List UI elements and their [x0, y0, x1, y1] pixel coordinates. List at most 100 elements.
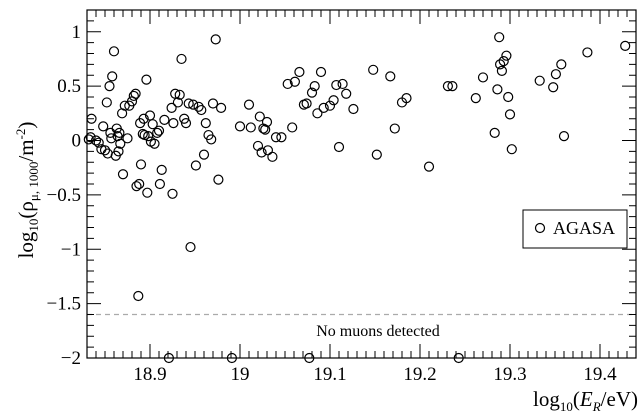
data-point	[193, 101, 204, 112]
data-point	[198, 149, 210, 160]
data-point	[117, 169, 129, 180]
data-point	[470, 92, 481, 104]
data-point	[106, 133, 117, 144]
data-point	[306, 87, 318, 98]
data-point	[143, 131, 154, 142]
data-point	[206, 134, 217, 145]
x-title-open: (	[573, 387, 580, 411]
data-point	[309, 81, 320, 92]
data-point	[174, 89, 185, 100]
data-point	[501, 50, 512, 61]
axes: 18.9 19 19.1 19.2 19.3 19.4 −2 −1.5 −1 −0.5 0 0.5 1	[47, 9, 637, 385]
y-tick-label: 1	[72, 22, 82, 43]
data-point	[328, 95, 339, 106]
x-tick-label: 19	[231, 364, 250, 385]
data-point	[260, 124, 271, 135]
data-point	[108, 46, 120, 57]
data-point	[447, 81, 458, 92]
data-point	[168, 117, 179, 129]
data-point	[556, 59, 567, 70]
x-tick-label: 19.3	[493, 364, 526, 385]
data-point	[180, 117, 192, 129]
x-axis-title: log10(ER/eV)	[533, 387, 638, 414]
data-point	[368, 64, 379, 75]
data-point	[131, 181, 142, 192]
data-point	[153, 125, 165, 136]
data-point	[188, 99, 199, 110]
data-point	[200, 117, 211, 129]
data-point	[333, 141, 345, 153]
data-point	[315, 66, 327, 78]
data-point	[245, 122, 256, 133]
data-point	[506, 144, 517, 155]
y-title-sup: -2	[13, 129, 28, 140]
data-point	[85, 132, 96, 143]
data-point	[442, 81, 453, 92]
data-point	[122, 133, 133, 144]
data-point	[163, 352, 174, 364]
data-point	[261, 116, 273, 128]
y-tick-label: −1	[61, 239, 81, 260]
data-point	[256, 147, 267, 158]
data-point	[185, 241, 196, 253]
y-tick-label: −0.5	[47, 185, 81, 206]
data-point	[492, 84, 503, 95]
data-point	[453, 352, 464, 364]
data-point	[138, 113, 149, 124]
y-axis-title: log10(ρμ, 1000/m-2)	[13, 122, 41, 259]
legend: AGASA	[522, 209, 628, 249]
data-point	[135, 159, 147, 170]
data-point	[213, 174, 224, 185]
data-point	[267, 151, 278, 162]
data-point	[489, 127, 500, 138]
plot-frame	[86, 9, 637, 359]
data-point	[130, 88, 141, 99]
data-point	[86, 113, 97, 124]
y-title-close: )	[14, 122, 38, 129]
data-point	[134, 178, 145, 190]
x-title-prefix: log	[533, 387, 560, 411]
data-point	[107, 71, 118, 82]
data-point	[113, 146, 124, 157]
data-point	[166, 102, 177, 113]
data-point	[282, 78, 293, 90]
y-title-mid: /m	[14, 139, 38, 161]
data-point	[159, 114, 170, 125]
x-title-var: E	[579, 387, 593, 411]
data-point	[289, 76, 300, 87]
data-point	[128, 90, 139, 102]
x-title-var-sub: R	[592, 399, 601, 414]
x-title-sub: 10	[560, 399, 573, 414]
x-title-rest: /eV)	[601, 387, 638, 411]
data-point	[385, 71, 396, 82]
data-point	[207, 98, 219, 109]
data-point	[115, 138, 126, 149]
data-point	[582, 47, 593, 58]
data-point	[172, 97, 183, 108]
data-point	[98, 121, 109, 132]
legend-label: AGASA	[553, 218, 615, 238]
data-points	[83, 32, 631, 364]
data-point	[176, 53, 187, 65]
data-point	[119, 100, 130, 111]
data-point	[149, 138, 160, 149]
data-point	[477, 72, 489, 83]
data-point	[312, 108, 323, 119]
data-point	[504, 109, 516, 120]
y-tick-label: 0	[72, 131, 82, 152]
data-point	[276, 132, 287, 143]
data-point	[389, 123, 400, 134]
legend-marker	[534, 222, 546, 234]
y-tick-label: 0.5	[57, 76, 81, 97]
data-point	[196, 104, 207, 116]
data-point	[558, 131, 570, 142]
legend-box	[522, 209, 628, 249]
data-point	[234, 121, 246, 132]
data-point	[226, 352, 237, 364]
data-point	[348, 103, 359, 115]
data-point	[534, 75, 545, 86]
x-tick-label: 19.1	[313, 364, 346, 385]
x-tick-label: 18.9	[133, 364, 166, 385]
y-tick-label: −1.5	[47, 294, 81, 315]
